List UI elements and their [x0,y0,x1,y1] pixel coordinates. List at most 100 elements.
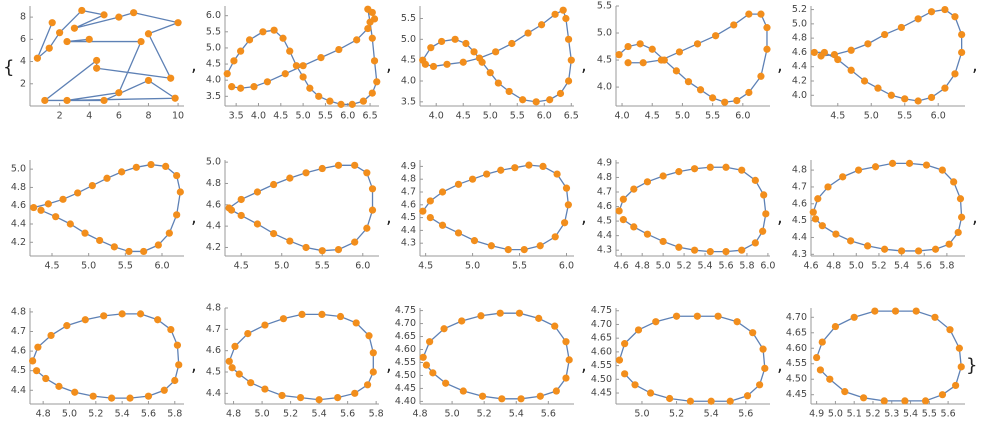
data-point [950,178,958,186]
x-tick-label: 5.2 [871,261,886,272]
data-point [270,26,278,34]
data-point [438,188,447,196]
data-point [29,357,37,365]
data-point [639,59,647,67]
data-point [891,307,900,315]
data-point [630,185,638,193]
x-tick-label: 5.0 [62,409,77,420]
data-point [244,330,252,338]
data-point [78,6,86,15]
data-point [952,381,960,390]
x-tick-label: 5.4 [704,409,719,420]
y-tick-label: 4.60 [395,344,416,355]
y-tick-label: 4.0 [401,76,416,87]
data-point [564,201,572,209]
x-tick-label: 4.6 [803,261,818,272]
data-point [615,51,623,59]
data-point [730,21,738,29]
y-tick-label: 4.55 [786,358,807,369]
data-point [459,58,467,66]
data-point [37,206,45,214]
data-point [630,223,638,231]
data-point [427,44,435,52]
y-tick-label: 4.8 [597,172,612,183]
y-tick-label: 4.8 [11,182,26,193]
data-point [253,188,262,196]
data-point [318,310,326,318]
data-point [912,307,920,315]
x-tick-label: 6.0 [559,261,574,272]
list-separator: , [777,355,783,376]
data-point [525,161,533,169]
x-tick-label: 4.5 [830,111,845,122]
data-point [733,318,741,326]
data-point [175,361,183,369]
data-point [259,28,267,36]
x-tick-label: 4.5 [273,111,288,122]
data-point [927,8,936,16]
data-point [914,247,923,255]
data-point [299,73,307,81]
x-tick-label: 5.6 [941,409,956,420]
data-point [281,70,289,78]
data-point [317,54,325,62]
y-tick-label: 4.75 [395,305,416,316]
data-point [478,392,487,400]
data-point [809,208,817,216]
subplot: 4.0 4.5 5.0 5.5 6.0 6.5 3.5 4.0 4.5 5.0 5.5 [401,6,579,122]
x-tick-label: 5.0 [483,111,498,122]
data-line [228,164,374,252]
data-point [227,206,236,214]
x-tick-label: 4.6 [614,261,629,272]
data-point [686,397,695,405]
data-point [562,14,570,23]
data-point [459,387,467,395]
y-tick-label: 5.0 [206,42,221,53]
data-point [483,170,491,178]
data-point [941,5,949,14]
data-point [279,315,288,323]
subplot: 4.5 5.0 5.5 6.0 4.3 4.4 4.5 4.64.7 4.8 4.9 [401,160,574,272]
data-point [818,222,826,230]
data-point [74,189,82,197]
data-point [351,238,359,246]
data-point [624,42,632,51]
data-point [914,15,922,23]
y-tick-label: 4.6 [11,200,26,211]
x-tick-label: 5.0 [81,261,96,272]
y-tick-label: 4.75 [591,305,612,316]
data-point [336,312,345,321]
data-point [237,47,245,55]
data-point [334,246,343,254]
x-tick-label: 4.5 [456,111,471,122]
data-point [546,96,554,104]
y-tick-label: 4.6 [401,199,416,210]
data-point [757,10,765,18]
data-point [757,72,765,80]
data-point [564,35,573,43]
data-point [63,96,71,105]
x-tick-label: 5.5 [897,111,912,122]
data-point [130,9,138,17]
y-tick-label: 4.65 [786,327,807,338]
data-point [30,203,38,212]
data-point [144,392,153,400]
x-tick-label: 5.2 [669,409,684,420]
data-point [93,64,101,72]
y-tick-label: 5.0 [792,18,807,29]
data-point [334,161,343,169]
data-point [498,395,506,403]
x-tick-label: 5.2 [477,409,492,420]
data-point [154,316,162,324]
y-tick-label: 4.5 [401,212,416,223]
subplot: 4.9 5.0 5.1 5.2 5.3 5.4 5.5 5.6 4.45 4.50 4.55 4.60… [786,307,965,420]
data-point [334,394,342,402]
x-tick-label: 4.0 [429,111,444,122]
data-point [938,166,946,174]
x-tick-label: 5.4 [115,409,130,420]
y-tick-label: 4.4 [206,388,221,399]
data-point [162,162,170,170]
y-tick-label: 4.8 [792,33,807,44]
data-point [351,161,359,169]
y-tick-label: 4.4 [206,221,221,232]
